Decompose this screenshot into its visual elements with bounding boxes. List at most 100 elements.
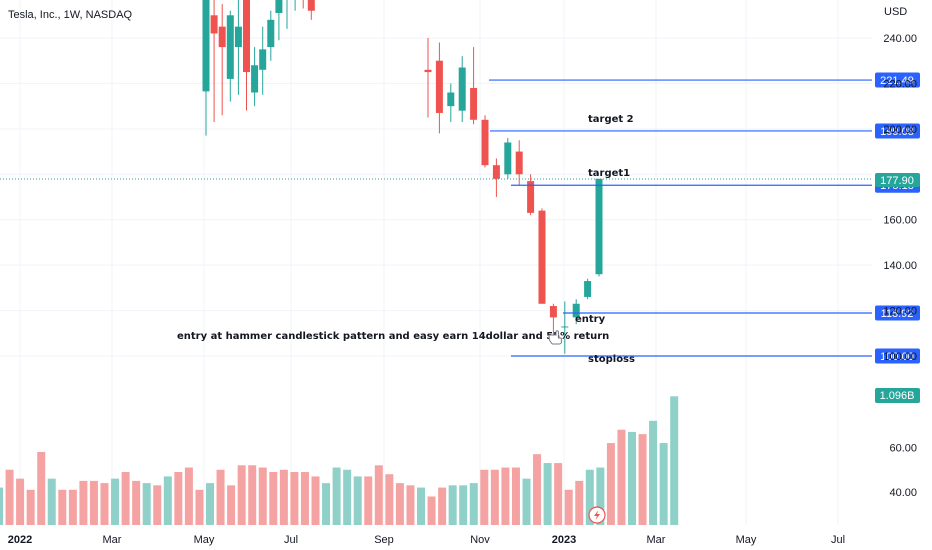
- volume-bar: [121, 471, 130, 525]
- volume-bar: [311, 476, 320, 525]
- volume-bar: [374, 465, 383, 525]
- price-tick-label: 120.00: [883, 306, 917, 318]
- level-price-badge: [875, 72, 920, 88]
- volume-bar: [216, 469, 225, 525]
- volume-bar: [533, 454, 542, 525]
- level-label: stoploss: [588, 354, 635, 365]
- volume-bar: [649, 420, 658, 525]
- volume-bar: [490, 469, 499, 525]
- volume-bar: [195, 489, 204, 525]
- candle-body: [470, 87, 478, 120]
- candle-body: [267, 19, 275, 48]
- candle-body: [218, 26, 226, 48]
- annotation-text: entry at hammer candlestick pattern and …: [177, 331, 609, 342]
- candle-body: [424, 69, 432, 73]
- candle-body: [527, 181, 535, 213]
- time-tick-label: Mar: [647, 534, 666, 546]
- volume-bar: [0, 487, 3, 525]
- price-axis[interactable]: 240.00 220.00 200.00 160.00 140.00 120.00 100.…: [883, 33, 917, 363]
- volume-bar: [406, 485, 415, 525]
- volume-bar: [501, 467, 510, 525]
- chart-title: Tesla, Inc., 1W, NASDAQ: [8, 9, 133, 21]
- candle-body: [307, 0, 315, 11]
- volume-bar: [79, 480, 88, 525]
- candle-body: [561, 326, 569, 328]
- volume-bar: [448, 485, 457, 525]
- volume-bar: [585, 469, 594, 525]
- candle-body: [504, 142, 512, 175]
- volume-bar: [469, 483, 478, 525]
- volume-bar: [332, 467, 341, 525]
- candle-body: [515, 151, 523, 175]
- level-price-badge: [875, 305, 920, 321]
- volume-bar: [511, 467, 520, 525]
- volume-bar: [322, 483, 331, 525]
- volume-bar: [163, 476, 172, 525]
- level-price-badge-text: 199.08: [880, 126, 914, 138]
- level-price-badge-text: 100.00: [880, 351, 914, 363]
- candle-body: [202, 0, 210, 92]
- candle-body: [435, 60, 443, 113]
- volume-bar: [459, 485, 468, 525]
- level-price-badge-text: 221.49: [880, 75, 914, 87]
- time-tick-label: 2023: [552, 534, 576, 546]
- price-tick-label: 220.00: [883, 78, 917, 90]
- candle-body: [492, 165, 500, 179]
- volume-bar: [638, 434, 647, 525]
- volume-bar: [438, 487, 447, 525]
- volume-bar: [237, 465, 246, 525]
- lightning-icon[interactable]: [588, 506, 606, 524]
- volume-bar: [248, 465, 257, 525]
- time-tick-label: May: [194, 534, 215, 546]
- time-tick-label: May: [736, 534, 757, 546]
- time-axis[interactable]: 2022 Mar May Jul Sep Nov 2023 Mar May Jul: [8, 534, 845, 546]
- candle-body: [458, 67, 466, 111]
- candle-body: [259, 49, 267, 70]
- volume-tick-label: 40.00: [889, 487, 917, 499]
- volume-bar: [269, 471, 278, 525]
- volume-bar: [596, 467, 605, 525]
- volume-bar: [564, 489, 573, 525]
- time-tick-label: Sep: [374, 534, 394, 546]
- volume-bar: [206, 483, 214, 525]
- volume-bar: [111, 478, 120, 525]
- volume-bar: [364, 476, 373, 525]
- volume-bar: [385, 474, 394, 525]
- candle-body: [447, 92, 455, 107]
- volume-bar: [68, 489, 77, 525]
- candle-body: [226, 15, 234, 79]
- time-tick-label: Jul: [284, 534, 298, 546]
- volume-bar: [37, 451, 46, 525]
- volume-bar: [617, 429, 626, 525]
- time-tick-label: Jul: [831, 534, 845, 546]
- volume-bar: [227, 485, 236, 525]
- volume-bar: [417, 487, 425, 525]
- volume-bar: [353, 476, 362, 525]
- candle-body: [481, 119, 489, 166]
- candle-body: [234, 26, 242, 48]
- price-tick-label: 160.00: [883, 215, 917, 227]
- hand-pointer-icon: [548, 330, 562, 345]
- volume-bar: [427, 496, 436, 525]
- volume-bar: [628, 431, 636, 525]
- currency-label: USD: [884, 6, 907, 18]
- volume-bar: [142, 483, 151, 525]
- volume-bar: [174, 471, 183, 525]
- volume-bar: [89, 480, 98, 525]
- volume-bar: [26, 489, 35, 525]
- level-price-badge: [875, 348, 920, 364]
- volume-bar: [184, 467, 193, 525]
- candle-body: [275, 0, 283, 14]
- volume-bar: [16, 478, 25, 525]
- volume-bar: [47, 478, 56, 525]
- volume-bar: [659, 443, 668, 525]
- volume-bar: [132, 480, 141, 525]
- volume-bar: [480, 469, 489, 525]
- candle-body: [584, 281, 592, 297]
- volume-bar: [575, 480, 584, 525]
- candle-body: [210, 15, 218, 34]
- volume-bar: [343, 469, 352, 525]
- candlestick-series: [202, 0, 603, 354]
